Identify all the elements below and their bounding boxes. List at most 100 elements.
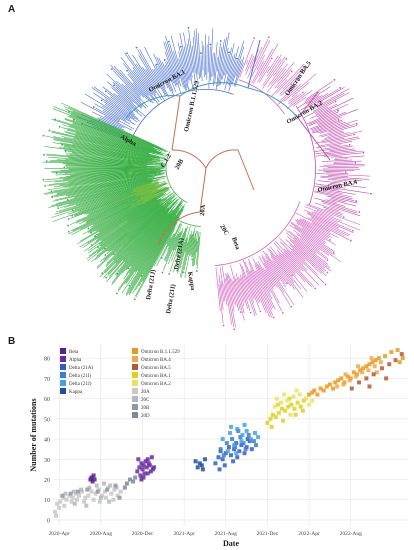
data-point [103,489,108,494]
tree-branch [191,233,196,258]
data-point [193,459,198,464]
tree-tip [228,51,230,54]
tree-branch [105,202,171,266]
tree-branch [288,230,326,260]
tree-branch [191,239,197,267]
tree-branch [262,56,286,89]
data-point [294,388,299,393]
tree-branch [87,192,175,260]
tree-tip [179,45,182,48]
tree-branch [323,149,357,155]
tree-branch [176,228,187,258]
legend-label: Beta [69,350,79,355]
data-point [95,489,100,494]
tree-branch [326,172,349,174]
data-point [253,443,258,448]
tree-branch [158,57,174,92]
tree-branch [194,30,199,75]
tree-branch [89,195,157,233]
tree-branch [107,81,137,108]
tree-branch [211,52,214,77]
tree-tip [253,37,256,40]
data-point [57,505,62,510]
tree-tip [100,99,103,102]
tree-tip [336,109,339,112]
tree-branch [103,101,131,120]
data-point [199,463,204,468]
legend-label: Omicron BA.1 [141,374,171,379]
tree-branch [130,210,174,267]
tree-branch [287,81,299,92]
tree-branch [100,117,123,129]
tree-branch [192,37,198,81]
legend-swatch [60,388,66,394]
tree-branch [124,84,141,102]
legend-label: Delta (21J) [69,382,92,387]
tree-branch [305,204,361,226]
clade-labels: Omicron BA.1 Omicron B.1.1.529 Omicron B… [119,59,359,314]
data-point [399,352,404,357]
tree-branch [124,52,160,103]
data-point [91,497,96,502]
tree-branch [296,221,336,246]
tree-branch [60,168,164,171]
tree-tip [73,118,75,121]
tree-branch [212,52,216,77]
tree-branch [242,259,261,303]
data-point [293,412,298,417]
tree-branch [137,216,174,272]
data-point [331,386,336,391]
data-point [225,449,230,454]
tree-branch [65,158,150,165]
tree-branch [300,237,329,259]
tree-branch [186,43,193,78]
data-point [276,410,281,415]
data-point [285,398,290,403]
tree-branch [53,172,166,188]
tree-branch [235,272,245,303]
data-point [239,439,244,444]
tree-branch [95,198,160,242]
data-point [139,461,144,466]
tree-tip [332,252,335,254]
tree-branch [165,61,174,84]
tree-branch [314,185,340,191]
tree-branch [245,270,259,303]
data-point [64,497,69,502]
tree-branch [51,177,166,207]
tree-branch [241,272,257,316]
data-point [333,380,338,385]
tree-branch [48,172,161,185]
tree-branch [64,165,165,168]
data-point [230,437,235,442]
tree-branch [315,173,371,177]
legend-label: 20B [141,406,150,411]
tree-tip [349,239,352,242]
tree-tip [270,57,273,60]
data-point [216,455,221,460]
legend-label: Delta (21I) [69,374,91,379]
tree-tip [259,310,262,313]
tree-branch [218,37,227,87]
tree-branch [333,162,354,164]
tree-tip [54,118,57,121]
tree-tip [160,256,163,259]
legend-label: Alpha [69,358,82,363]
tree-branch [262,251,286,284]
tree-branch [99,196,175,263]
tree-branch [137,49,161,89]
data-point [315,392,320,397]
tree-tip [61,144,63,146]
tree-branch [192,230,197,258]
tree-tip [281,311,284,314]
tree-tip [353,133,355,136]
tree-branch [135,217,180,298]
tree-tip [66,199,69,201]
legend-swatch [132,404,138,410]
tree-branch [180,230,193,278]
tree-branch [179,241,185,259]
data-point [141,463,146,468]
tree-branch [53,142,166,162]
tree-branch [113,70,148,107]
data-point [218,447,223,452]
